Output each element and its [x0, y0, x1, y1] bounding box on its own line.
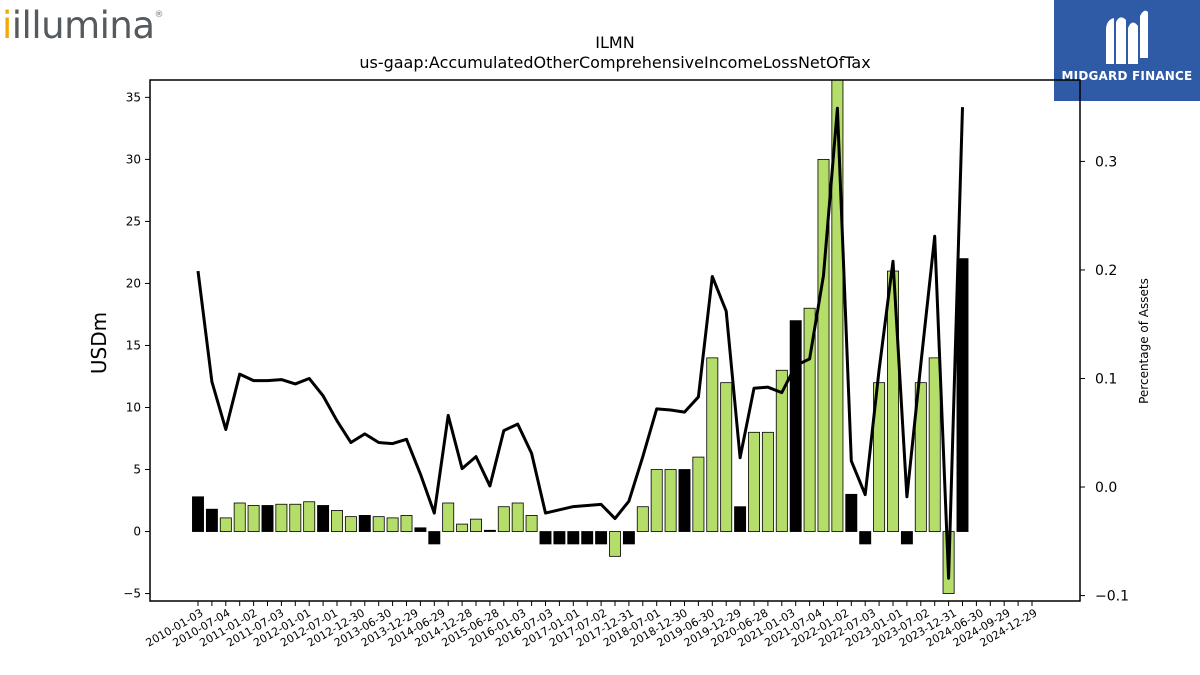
- bar: [734, 506, 747, 532]
- bar: [344, 516, 357, 532]
- midgard-finance-text: MIDGARD FINANCE: [1061, 69, 1193, 83]
- bar: [275, 503, 288, 532]
- bar: [553, 531, 566, 545]
- bar: [928, 357, 941, 532]
- y-tick-label: 0: [133, 525, 141, 539]
- bar: [428, 531, 441, 545]
- bar: [914, 382, 927, 532]
- bar: [595, 531, 608, 545]
- bar: [609, 531, 621, 557]
- bar: [956, 258, 969, 532]
- bar: [664, 469, 677, 532]
- bar: [372, 516, 385, 532]
- chart-title: ILMN: [595, 33, 634, 52]
- bar: [331, 510, 343, 532]
- bar: [622, 531, 635, 545]
- bar: [497, 506, 510, 532]
- y2-axis-label: Percentage of Assets: [1137, 278, 1151, 404]
- bar: [456, 523, 469, 532]
- bar: [470, 518, 482, 532]
- bar: [859, 531, 872, 545]
- y-tick-label: 30: [126, 152, 141, 166]
- y-tick-label: 20: [126, 276, 141, 290]
- y-axis-label: USDm: [87, 312, 111, 374]
- bar: [247, 505, 260, 532]
- chart-subtitle: us-gaap:AccumulatedOtherComprehensiveInc…: [359, 53, 870, 72]
- y-axis-right: −0.1 0.0 0.1 0.2 0.3: [1080, 154, 1129, 605]
- bar: [581, 531, 594, 545]
- bar: [720, 382, 733, 532]
- bar: [358, 515, 371, 532]
- bar: [442, 502, 455, 532]
- bar: [803, 307, 816, 532]
- bar: [386, 517, 399, 532]
- illumina-logo-text: illumina: [11, 4, 155, 47]
- y2-tick-label: 0.2: [1095, 263, 1117, 279]
- x-axis: 2010-01-032010-07-042011-01-022011-07-03…: [144, 601, 1040, 650]
- bar: [539, 531, 552, 545]
- bar: [706, 357, 719, 532]
- bar: [317, 505, 330, 532]
- y-tick-label: −5: [123, 587, 141, 601]
- illumina-logo-mark: ®: [154, 10, 164, 20]
- bar: [511, 502, 524, 532]
- bar: [650, 469, 663, 532]
- y-tick-label: 5: [133, 463, 141, 477]
- bar: [775, 369, 788, 532]
- bar: [567, 531, 580, 545]
- y2-tick-label: 0.1: [1095, 371, 1117, 387]
- bar: [233, 502, 246, 532]
- bar: [761, 431, 774, 532]
- bar: [748, 431, 760, 532]
- y2-tick-label: −0.1: [1095, 589, 1129, 605]
- bar: [789, 320, 802, 532]
- illumina-logo: iillumina®: [2, 4, 164, 47]
- bar: [483, 529, 496, 532]
- y2-tick-label: 0.0: [1095, 480, 1117, 496]
- y-axis-left: −5 0 5 10 15 20 25 30 35: [123, 90, 150, 601]
- midgard-finance-logo: MIDGARD FINANCE: [1054, 0, 1200, 101]
- bar: [845, 493, 858, 532]
- y2-tick-label: 0.3: [1095, 154, 1117, 170]
- y-tick-label: 25: [126, 214, 141, 228]
- bar: [289, 503, 302, 532]
- bar: [192, 496, 204, 532]
- bar: [817, 158, 830, 532]
- midgard-m-icon: [1106, 10, 1148, 65]
- bar: [303, 501, 316, 532]
- bar: [400, 515, 413, 532]
- bar: [678, 469, 691, 532]
- pct-assets-line: [196, 106, 964, 580]
- y-tick-label: 15: [126, 338, 141, 352]
- y-tick-label: 10: [126, 400, 141, 414]
- bar: [219, 517, 232, 532]
- bar: [636, 506, 649, 532]
- bar: [205, 508, 218, 532]
- y-tick-label: 35: [126, 90, 141, 104]
- bar: [414, 527, 427, 532]
- bar: [525, 515, 538, 532]
- bar: [900, 531, 913, 545]
- bar-series: [192, 79, 969, 594]
- bar: [261, 505, 274, 532]
- bar: [692, 456, 705, 532]
